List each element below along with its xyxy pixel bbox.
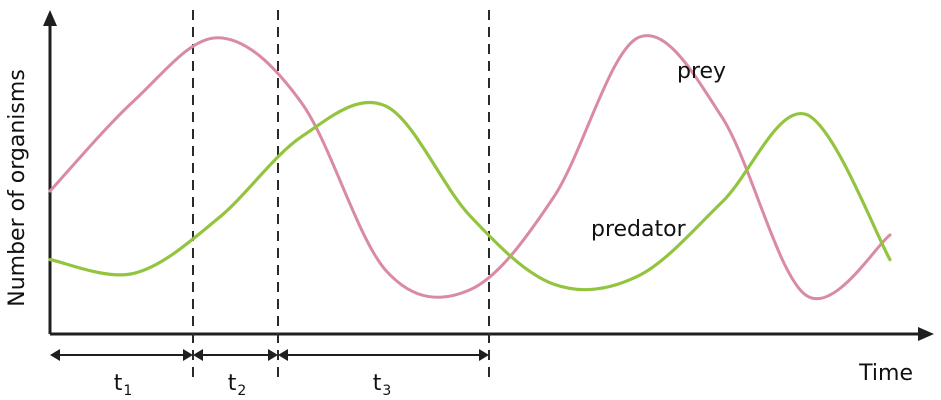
prey-label: prey	[677, 59, 726, 84]
series-group	[48, 34, 892, 300]
x-axis-label: Time	[858, 361, 913, 386]
phase-label-2: t2	[228, 371, 247, 399]
interval-3-left-head	[278, 349, 288, 361]
series-labels-group: prey predator	[591, 59, 726, 242]
y-axis-label: Number of organisms	[5, 69, 30, 307]
prey-line	[48, 34, 892, 300]
interval-1-left-head	[50, 349, 60, 361]
interval-1-right-head	[183, 349, 193, 361]
interval-3-right-head	[479, 349, 489, 361]
predator-line	[48, 100, 892, 292]
phase-divider-group	[192, 10, 490, 382]
y-axis-arrow	[43, 10, 57, 26]
phase-label-3: t3	[373, 371, 392, 399]
x-axis-arrow	[918, 327, 934, 341]
phase-intervals-group: t1 t2 t3	[50, 349, 489, 399]
predator-label: predator	[591, 217, 687, 242]
interval-2-left-head	[193, 349, 203, 361]
interval-2-right-head	[268, 349, 278, 361]
phase-label-1: t1	[114, 371, 133, 399]
axes-group: Time Number of organisms	[5, 10, 934, 386]
